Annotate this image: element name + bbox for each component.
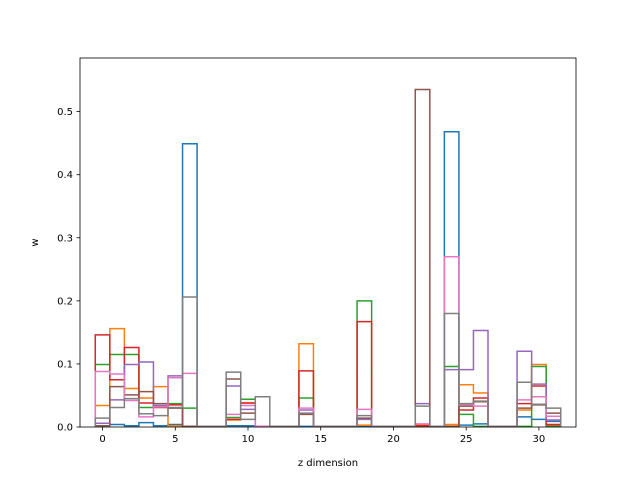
series-6-step-line: [94, 88, 562, 428]
series-8-step-line: [94, 296, 562, 428]
x-tick-label: 5: [172, 434, 178, 445]
series-1-step-line: [94, 131, 562, 428]
y-axis-ticks: 0.0 0.1 0.2 0.3 0.4 0.5: [57, 107, 80, 434]
series-4-step-line: [94, 320, 562, 428]
y-tick-label: 0.1: [57, 359, 73, 370]
x-tick-label: 0: [99, 434, 105, 445]
x-tick-label: 20: [387, 434, 400, 445]
y-tick-label: 0.2: [57, 296, 73, 307]
series-layer: [94, 88, 562, 428]
x-tick-label: 15: [314, 434, 327, 445]
x-tick-label: 25: [460, 434, 473, 445]
y-tick-label: 0.4: [57, 170, 73, 181]
series-7-step-line: [94, 255, 562, 428]
y-tick-label: 0.0: [57, 423, 73, 434]
x-tick-label: 10: [242, 434, 255, 445]
y-tick-label: 0.3: [57, 233, 73, 244]
series-5-step-line: [94, 329, 562, 428]
series-2-step-line: [94, 327, 562, 428]
axes-frame: [79, 57, 577, 428]
x-axis-ticks: 0 5 10 15 20 25 30: [99, 427, 545, 445]
x-axis-label: z dimension: [298, 458, 358, 469]
y-tick-label: 0.5: [57, 107, 73, 118]
plot-area: [79, 57, 577, 428]
y-axis-label: w: [30, 238, 41, 246]
x-tick-label: 30: [533, 434, 546, 445]
